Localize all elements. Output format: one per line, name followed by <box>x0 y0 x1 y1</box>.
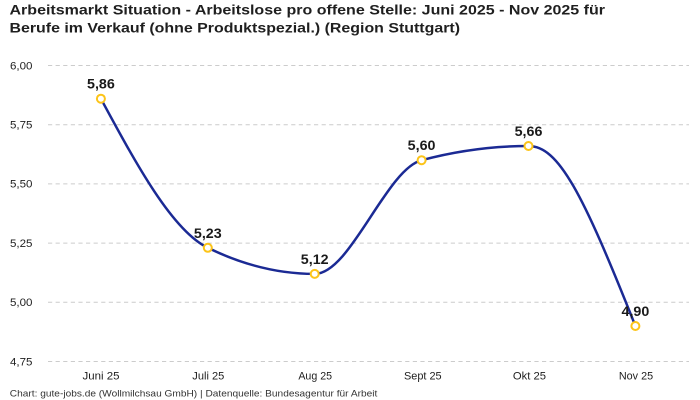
svg-text:5,12: 5,12 <box>301 251 329 267</box>
svg-text:5,66: 5,66 <box>515 123 543 139</box>
svg-text:4,90: 4,90 <box>622 303 650 319</box>
svg-text:Arbeitsmarkt Situation - Arbei: Arbeitsmarkt Situation - Arbeitslose pro… <box>10 2 606 18</box>
svg-text:Nov 25: Nov 25 <box>619 370 653 382</box>
svg-text:6,00: 6,00 <box>10 60 33 72</box>
svg-text:5,25: 5,25 <box>10 238 33 250</box>
svg-text:Berufe im Verkauf (ohne Produk: Berufe im Verkauf (ohne Produktspezial.)… <box>10 20 461 36</box>
svg-text:Juli 25: Juli 25 <box>192 370 224 382</box>
svg-text:4,75: 4,75 <box>10 356 33 368</box>
svg-text:5,00: 5,00 <box>10 297 33 309</box>
svg-text:5,23: 5,23 <box>194 225 222 241</box>
svg-text:5,50: 5,50 <box>10 179 33 191</box>
svg-text:5,60: 5,60 <box>408 137 436 153</box>
svg-text:Okt 25: Okt 25 <box>513 370 546 382</box>
svg-text:Sept 25: Sept 25 <box>404 370 442 382</box>
svg-text:Aug 25: Aug 25 <box>298 370 332 382</box>
svg-text:5,75: 5,75 <box>10 120 33 132</box>
svg-text:5,86: 5,86 <box>87 76 115 92</box>
svg-text:Juni 25: Juni 25 <box>83 370 120 382</box>
svg-text:Chart: gute-jobs.de (Wollmilch: Chart: gute-jobs.de (Wollmilchsau GmbH) … <box>10 389 378 400</box>
